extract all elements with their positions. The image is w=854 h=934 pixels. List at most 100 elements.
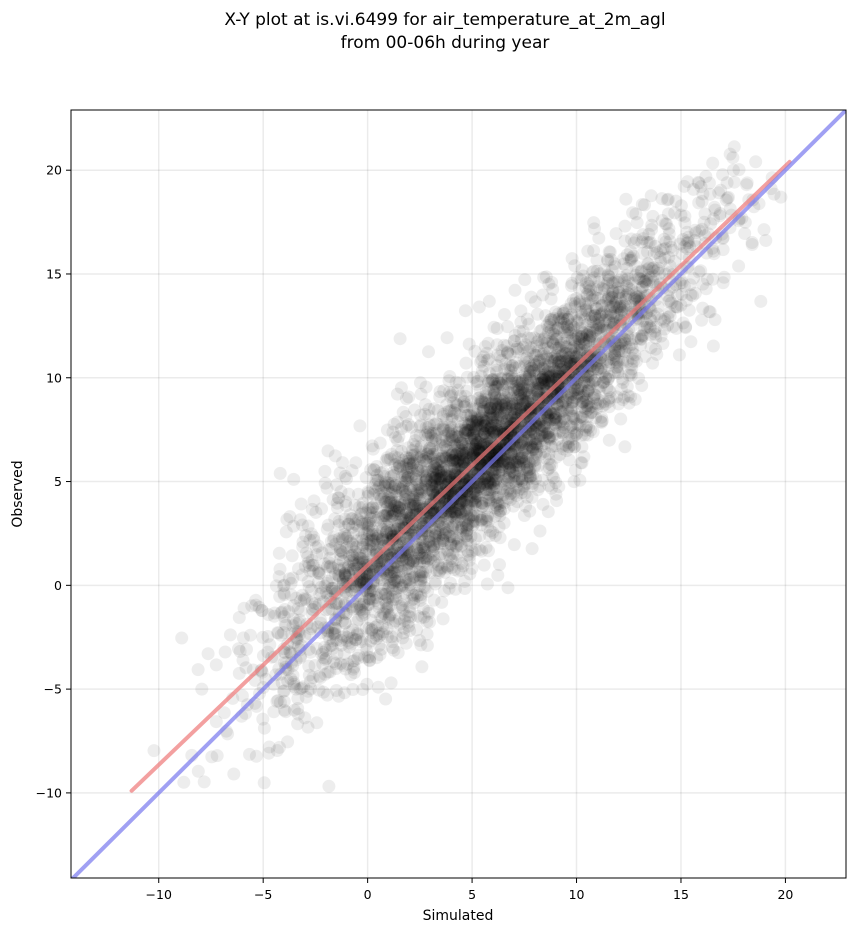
scatter-point [493,376,507,390]
scatter-point [480,501,493,515]
scatter-point [356,683,370,696]
scatter-point [416,502,430,516]
scatter-point [548,350,562,364]
scatter-point [647,261,660,275]
scatter-point [514,401,528,415]
scatter-point [501,377,515,391]
scatter-point [527,454,540,468]
scatter-point [350,540,363,554]
scatter-point [633,286,647,299]
scatter-point [477,427,490,441]
scatter-point [515,472,529,485]
scatter-point [439,470,453,483]
scatter-point [468,439,482,452]
scatter-point [394,475,408,489]
scatter-point [449,506,463,520]
scatter-point [447,480,460,493]
scatter-point [499,438,513,452]
scatter-point [528,295,542,309]
scatter-point [482,374,496,388]
scatter-point [329,662,343,675]
scatter-point [277,684,290,698]
scatter-point [713,207,727,221]
scatter-point [470,413,484,427]
scatter-point [444,538,458,552]
scatter-point [271,694,285,707]
scatter-point [337,561,351,575]
scatter-point [618,337,632,350]
scatter-point [612,274,626,287]
scatter-point [579,300,593,314]
scatter-point [456,429,470,443]
scatter-point [415,660,429,674]
scatter-point [561,325,574,339]
scatter-point [302,580,316,594]
scatter-point [555,405,569,419]
scatter-point [558,412,571,426]
scatter-point [508,283,522,297]
scatter-point [436,422,450,436]
scatter-point [334,485,348,499]
scatter-point [329,684,343,697]
scatter-point [481,474,495,488]
scatter-point [468,443,482,457]
scatter-point [479,389,493,403]
scatter-point [257,721,271,735]
scatter-point [575,400,589,414]
scatter-point [516,440,530,454]
scatter-point [467,420,481,434]
scatter-point [177,775,191,789]
scatter-point [287,519,301,533]
scatter-point [292,562,305,576]
scatter-point [745,238,759,251]
scatter-point [399,451,413,464]
scatter-point [575,343,589,357]
scatter-point [618,333,632,347]
scatter-point [361,516,374,530]
scatter-point [458,442,472,455]
scatter-point [497,417,511,431]
scatter-point [482,440,495,454]
scatter-point [218,645,232,659]
scatter-point [497,407,511,420]
scatter-point [525,436,539,450]
scatter-point [413,634,426,647]
scatter-point [562,406,576,420]
scatter-point [625,362,639,376]
scatter-point [535,372,548,386]
scatter-point [719,193,733,207]
scatter-point [403,624,417,638]
scatter-point [487,473,501,487]
scatter-point [533,429,546,443]
scatter-point [356,540,370,554]
scatter-point [436,441,450,455]
scatter-point [542,277,556,291]
scatter-point [495,392,509,406]
scatter-point [381,590,395,604]
scatter-point [498,470,512,484]
scatter-point [482,544,495,558]
scatter-point [652,266,666,280]
scatter-point [334,544,348,558]
scatter-point [552,358,565,372]
scatter-point [572,313,586,327]
scatter-point [565,252,579,266]
scatter-point [406,571,420,585]
scatter-point [439,498,453,512]
scatter-point [514,315,528,329]
scatter-point [406,554,420,568]
scatter-point [273,696,287,709]
scatter-point [392,564,406,578]
scatter-point [296,540,310,554]
scatter-point [387,573,401,587]
scatter-point [328,621,342,635]
scatter-point [350,579,363,593]
scatter-point [556,442,570,456]
scatter-point [458,421,472,435]
scatter-point [293,513,307,527]
scatter-point [330,501,344,515]
scatter-point [191,663,205,677]
scatter-point [421,560,435,574]
scatter-point [367,463,381,477]
scatter-point [476,422,490,436]
